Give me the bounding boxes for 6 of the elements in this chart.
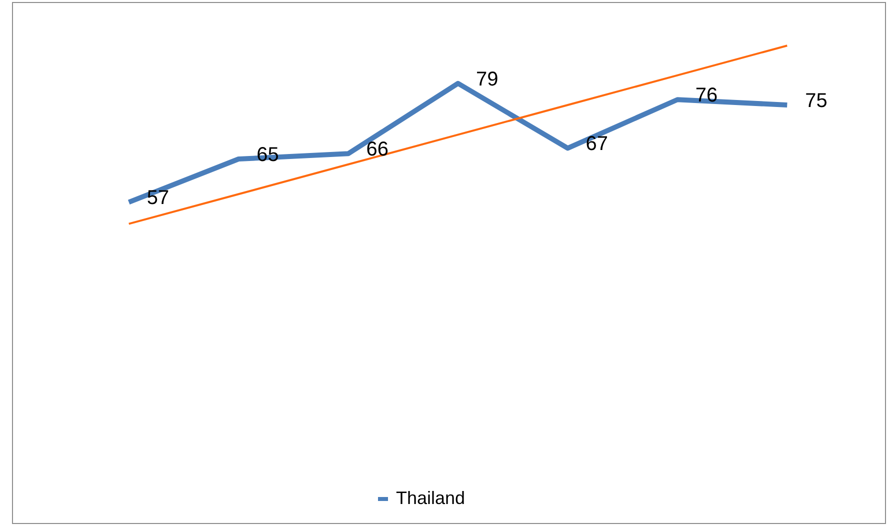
data-label: 57 [146,187,170,210]
data-label: 75 [805,90,828,112]
data-label: 79 [476,68,498,90]
data-label: 66 [366,138,389,161]
data-label: 67 [586,133,608,156]
legend-label: Thailand [396,488,466,508]
